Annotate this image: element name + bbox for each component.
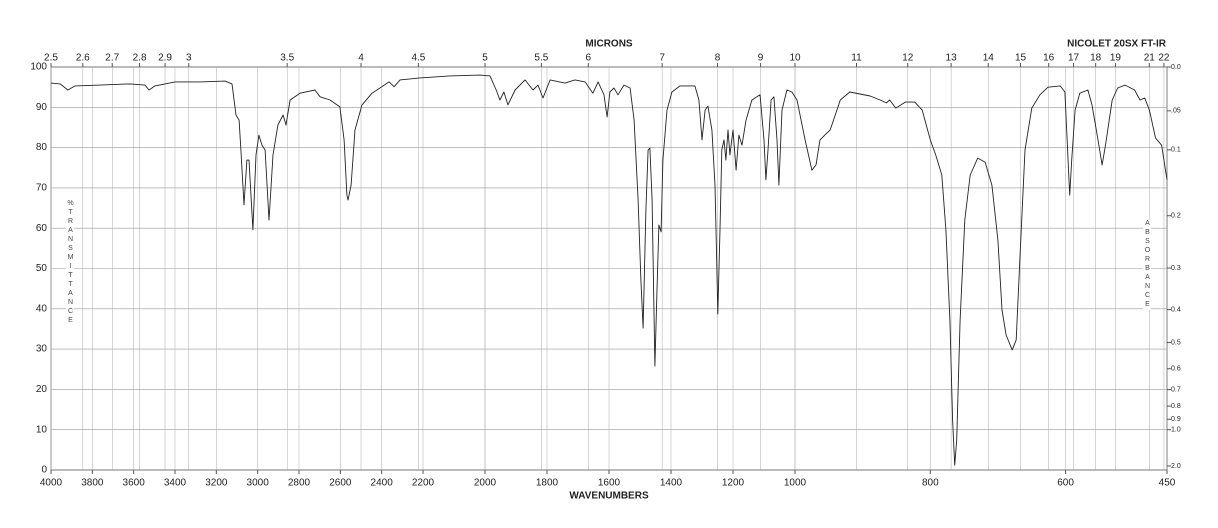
y-tick-label: 70 [36, 183, 48, 194]
x2-tick-label: 10 [789, 53, 801, 64]
y-tick-label: 30 [36, 344, 48, 355]
y2-tick-label: 0.1 [1171, 147, 1181, 154]
x2-tick-label: 19 [1110, 53, 1122, 64]
x-tick-label: 1800 [536, 478, 559, 489]
x-tick-label: 3600 [123, 478, 146, 489]
x-tick-label: 450 [1159, 478, 1176, 489]
x2-tick-label: 12 [902, 53, 914, 64]
x2-tick-label: 7 [659, 53, 665, 64]
y-tick-label: 90 [36, 102, 48, 113]
x2-tick-label: 14 [983, 53, 995, 64]
x2-tick-label: 9 [758, 53, 764, 64]
x-tick-label: 2400 [371, 478, 394, 489]
y2-tick-label: 0.7 [1171, 386, 1181, 393]
y2-tick-label: 0.5 [1171, 339, 1181, 346]
x2-tick-label: 2.9 [158, 53, 172, 64]
y2-tick-label: 0.2 [1171, 213, 1181, 220]
x-axis-label: WAVENUMBERS [569, 491, 649, 502]
x2-tick-label: 17 [1068, 53, 1080, 64]
x2-tick-label: 3 [186, 53, 192, 64]
x2-tick-label: 2.8 [133, 53, 147, 64]
x2-tick-label: 4 [358, 53, 364, 64]
y-tick-label: 60 [36, 223, 48, 234]
y-tick-label: 20 [36, 384, 48, 395]
x2-tick-label: 5.5 [534, 53, 548, 64]
x2-tick-label: 8 [715, 53, 721, 64]
y-tick-label: 50 [36, 263, 48, 274]
x-tick-label: 1200 [722, 478, 745, 489]
y-axis-label: %TRANSMITTANCE [66, 200, 74, 326]
x2-tick-label: 13 [946, 53, 958, 64]
x2-tick-label: 5 [482, 53, 488, 64]
x-tick-label: 1600 [598, 478, 621, 489]
x-tick-label: 1400 [660, 478, 683, 489]
x-tick-label: 3400 [164, 478, 187, 489]
x2-tick-label: 2.5 [44, 53, 58, 64]
x-tick-label: 2000 [474, 478, 497, 489]
y2-tick-label: 0.8 [1171, 403, 1181, 410]
y-tick-label: 10 [36, 424, 48, 435]
x2-tick-label: 3.5 [280, 53, 294, 64]
y-tick-label: 80 [36, 142, 48, 153]
x2-tick-label: 6 [586, 53, 592, 64]
x-tick-label: 1000 [784, 478, 807, 489]
x-tick-label: 3000 [247, 478, 270, 489]
x-tick-label: 3200 [205, 478, 228, 489]
x2-tick-label: 18 [1090, 53, 1102, 64]
y2-tick-label: 1.0 [1171, 427, 1181, 434]
x-tick-label: 2200 [412, 478, 435, 489]
x-tick-label: 600 [1057, 478, 1074, 489]
x2-tick-label: 16 [1043, 53, 1055, 64]
x2-tick-label: 2.7 [105, 53, 119, 64]
y-tick-label: 0 [41, 465, 47, 476]
y2-tick-label: 0.4 [1171, 306, 1181, 313]
x2-tick-label: 4.5 [411, 53, 425, 64]
y-tick-label: 100 [30, 62, 47, 73]
x-tick-label: 800 [922, 478, 939, 489]
x2-tick-label: 15 [1015, 53, 1027, 64]
x2-tick-label: 2.6 [76, 53, 90, 64]
x-tick-label: 3800 [81, 478, 104, 489]
x2-tick-label: 11 [851, 53, 862, 64]
y-tick-label: 40 [36, 303, 48, 314]
x-tick-label: 2600 [329, 478, 352, 489]
y2-tick-label: 2.0 [1171, 463, 1181, 470]
x2-tick-label: 22 [1158, 53, 1170, 64]
y2-tick-label: .05 [1171, 108, 1181, 115]
x-tick-label: 4000 [40, 478, 63, 489]
y2-axis-label: ABSORBANCE [1143, 220, 1151, 310]
y2-tick-label: 0.0 [1171, 64, 1181, 71]
y2-tick-label: 0.9 [1171, 416, 1181, 423]
y2-tick-label: 0.3 [1171, 265, 1181, 272]
x-tick-label: 2800 [288, 478, 311, 489]
top-axis-label: MICRONS [585, 39, 633, 50]
x2-tick-label: 21 [1144, 53, 1156, 64]
spectrum-line [50, 74, 1168, 466]
y2-tick-label: 0.6 [1171, 366, 1181, 373]
chart-title: NICOLET 20SX FT-IR [1067, 39, 1167, 50]
